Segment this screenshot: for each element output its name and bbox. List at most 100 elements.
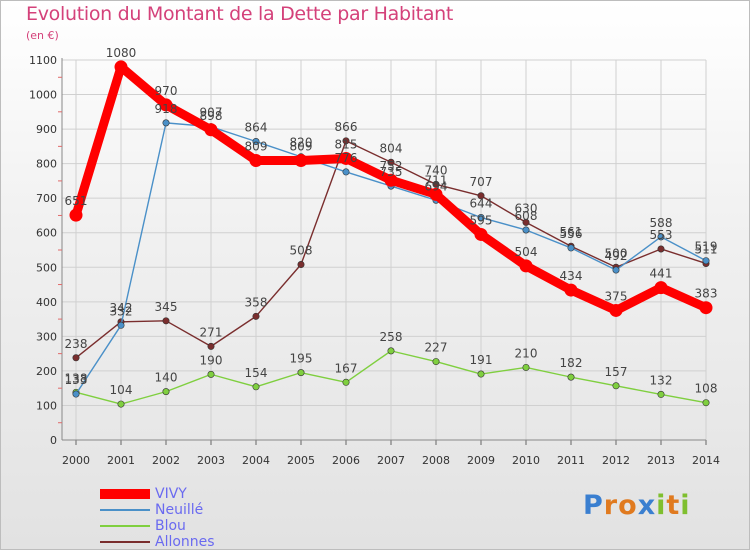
data-label-vivy: 504 bbox=[515, 245, 538, 259]
data-point-vivy bbox=[69, 208, 83, 222]
data-label-vivy: 970 bbox=[155, 84, 178, 98]
data-point-vivy bbox=[519, 259, 533, 273]
data-point-vivy bbox=[429, 187, 443, 201]
data-point-allonnes bbox=[252, 312, 260, 320]
data-label-blou: 157 bbox=[605, 365, 628, 379]
data-point-blou bbox=[567, 373, 575, 381]
legend-swatch-neuille bbox=[100, 509, 150, 511]
data-label-neuillé: 644 bbox=[470, 197, 493, 211]
y-tick-label: 200 bbox=[36, 365, 57, 378]
chart-title: Evolution du Montant de la Dette par Hab… bbox=[26, 3, 454, 25]
data-label-blou: 138 bbox=[65, 371, 88, 385]
data-point-allonnes bbox=[432, 180, 440, 188]
data-point-allonnes bbox=[387, 158, 395, 166]
data-label-allonnes: 707 bbox=[470, 175, 493, 189]
x-tick-label: 2009 bbox=[467, 454, 495, 467]
y-tick-label: 800 bbox=[36, 158, 57, 171]
legend-item-neuille: Neuillé bbox=[100, 502, 300, 518]
x-tick-label: 2011 bbox=[557, 454, 585, 467]
data-point-allonnes bbox=[162, 317, 170, 325]
legend-label-allonnes: Allonnes bbox=[155, 534, 215, 550]
data-point-neuillé bbox=[117, 321, 125, 329]
data-point-allonnes bbox=[522, 218, 530, 226]
x-tick-label: 2010 bbox=[512, 454, 540, 467]
data-point-allonnes bbox=[342, 137, 350, 145]
legend-swatch-blou bbox=[100, 525, 150, 527]
data-label-allonnes: 238 bbox=[65, 337, 88, 351]
data-point-neuillé bbox=[162, 119, 170, 127]
data-label-vivy: 434 bbox=[560, 269, 583, 283]
data-label-blou: 154 bbox=[245, 366, 268, 380]
data-label-blou: 108 bbox=[695, 382, 718, 396]
x-tick-label: 2001 bbox=[107, 454, 135, 467]
data-label-neuillé: 332 bbox=[110, 304, 133, 318]
data-label-neuillé: 694 bbox=[425, 179, 448, 193]
data-label-blou: 258 bbox=[380, 330, 403, 344]
data-point-vivy bbox=[249, 154, 263, 168]
data-point-blou bbox=[252, 383, 260, 391]
y-tick-label: 400 bbox=[36, 296, 57, 309]
data-label-vivy: 651 bbox=[65, 194, 88, 208]
data-label-allonnes: 740 bbox=[425, 163, 448, 177]
data-label-vivy: 809 bbox=[245, 140, 268, 154]
data-label-allonnes: 271 bbox=[200, 325, 223, 339]
logo-letter: x bbox=[637, 490, 657, 521]
logo-letter: P bbox=[583, 490, 604, 521]
data-label-blou: 195 bbox=[290, 352, 313, 366]
data-label-blou: 227 bbox=[425, 341, 448, 355]
data-label-vivy: 383 bbox=[695, 287, 718, 301]
y-tick-label: 100 bbox=[36, 399, 57, 412]
data-point-neuillé bbox=[477, 214, 485, 222]
x-tick-label: 2007 bbox=[377, 454, 405, 467]
y-tick-label: 300 bbox=[36, 330, 57, 343]
data-point-vivy bbox=[204, 123, 218, 137]
data-label-blou: 140 bbox=[155, 371, 178, 385]
data-label-allonnes: 553 bbox=[650, 228, 673, 242]
data-point-vivy bbox=[654, 281, 668, 295]
data-point-blou bbox=[117, 400, 125, 408]
x-tick-label: 2004 bbox=[242, 454, 270, 467]
data-label-vivy: 375 bbox=[605, 289, 628, 303]
data-label-vivy: 711 bbox=[425, 173, 448, 187]
legend-item-vivy: VIVY bbox=[100, 486, 300, 502]
data-label-allonnes: 345 bbox=[155, 300, 178, 314]
y-tick-label: 1100 bbox=[29, 54, 57, 67]
data-label-vivy: 1080 bbox=[106, 46, 137, 60]
legend-swatch-allonnes bbox=[100, 541, 150, 543]
data-label-blou: 104 bbox=[110, 383, 133, 397]
data-label-neuillé: 918 bbox=[155, 102, 178, 116]
unit-label: (en €) bbox=[26, 29, 59, 42]
data-point-blou bbox=[477, 370, 485, 378]
data-label-vivy: 809 bbox=[290, 140, 313, 154]
data-label-neuillé: 492 bbox=[605, 249, 628, 263]
data-point-vivy bbox=[474, 227, 488, 241]
data-labels: 651 1080 970 898 809 809 815 752 711 595 504 434 375… bbox=[65, 46, 718, 397]
data-label-allonnes: 804 bbox=[380, 141, 403, 155]
legend-item-blou: Blou bbox=[100, 518, 300, 534]
data-label-blou: 132 bbox=[650, 373, 673, 387]
data-label-vivy: 752 bbox=[380, 159, 403, 173]
y-tick-label: 700 bbox=[36, 192, 57, 205]
data-point-allonnes bbox=[657, 245, 665, 253]
data-point-allonnes bbox=[297, 261, 305, 269]
data-point-allonnes bbox=[477, 192, 485, 200]
data-label-allonnes: 358 bbox=[245, 295, 268, 309]
data-label-neuillé: 820 bbox=[290, 136, 313, 150]
legend-label-neuille: Neuillé bbox=[155, 502, 204, 518]
x-tick-label: 2012 bbox=[602, 454, 630, 467]
data-point-neuillé bbox=[342, 168, 350, 176]
data-label-neuillé: 907 bbox=[200, 106, 223, 120]
y-tick-label: 500 bbox=[36, 261, 57, 274]
logo-letter: r bbox=[603, 490, 619, 521]
data-point-vivy bbox=[564, 283, 578, 297]
data-point-vivy bbox=[609, 303, 623, 317]
legend-label-vivy: VIVY bbox=[155, 486, 187, 502]
logo-letter: i bbox=[680, 490, 691, 521]
data-point-neuillé bbox=[612, 266, 620, 274]
data-label-vivy: 815 bbox=[335, 137, 358, 151]
data-point-neuillé bbox=[252, 138, 260, 146]
data-label-blou: 167 bbox=[335, 361, 358, 375]
data-point-blou bbox=[387, 347, 395, 355]
